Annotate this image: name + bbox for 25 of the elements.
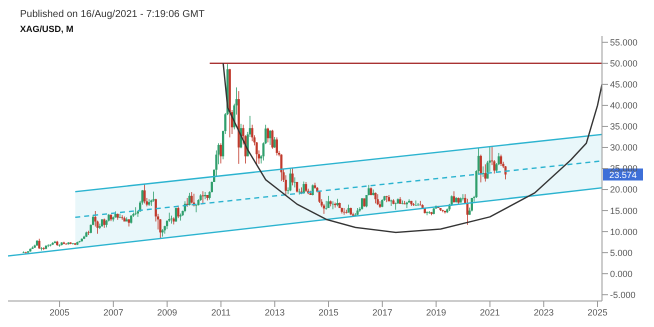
x-tick-label: 2009 <box>157 307 178 318</box>
x-tick-label: 2005 <box>50 307 70 318</box>
x-tick-label: 2019 <box>426 307 446 318</box>
y-tick-label: 5.000 <box>610 248 633 258</box>
x-tick-label: 2017 <box>372 307 392 318</box>
chart-title: XAG/USD, M <box>20 24 74 34</box>
x-tick-label: 2015 <box>318 307 339 318</box>
x-tick-label: 2007 <box>103 307 124 318</box>
y-tick-label: 10.000 <box>610 226 638 237</box>
y-tick-label: -5.000 <box>610 290 636 300</box>
x-tick-label: 2011 <box>211 307 231 318</box>
x-tick-label: 2023 <box>534 307 554 318</box>
y-tick-label: 30.000 <box>610 142 638 153</box>
y-tick-label: 35.000 <box>610 122 638 132</box>
x-tick-label: 2013 <box>264 307 285 318</box>
y-tick-label: 55.000 <box>610 38 638 48</box>
y-tick-label: 45.000 <box>610 80 638 90</box>
y-tick-label: 0.000 <box>610 268 633 279</box>
y-tick-label: 50.000 <box>610 58 638 69</box>
y-tick-label: 20.000 <box>610 184 638 195</box>
y-tick-label: 15.000 <box>610 206 638 216</box>
x-tick-label: 2021 <box>480 307 500 318</box>
chart-subtitle: Published on 16/Aug/2021 - 7:19:06 GMT <box>20 9 205 20</box>
y-tick-label: 40.000 <box>610 100 638 111</box>
x-tick-label: 2025 <box>588 307 608 318</box>
